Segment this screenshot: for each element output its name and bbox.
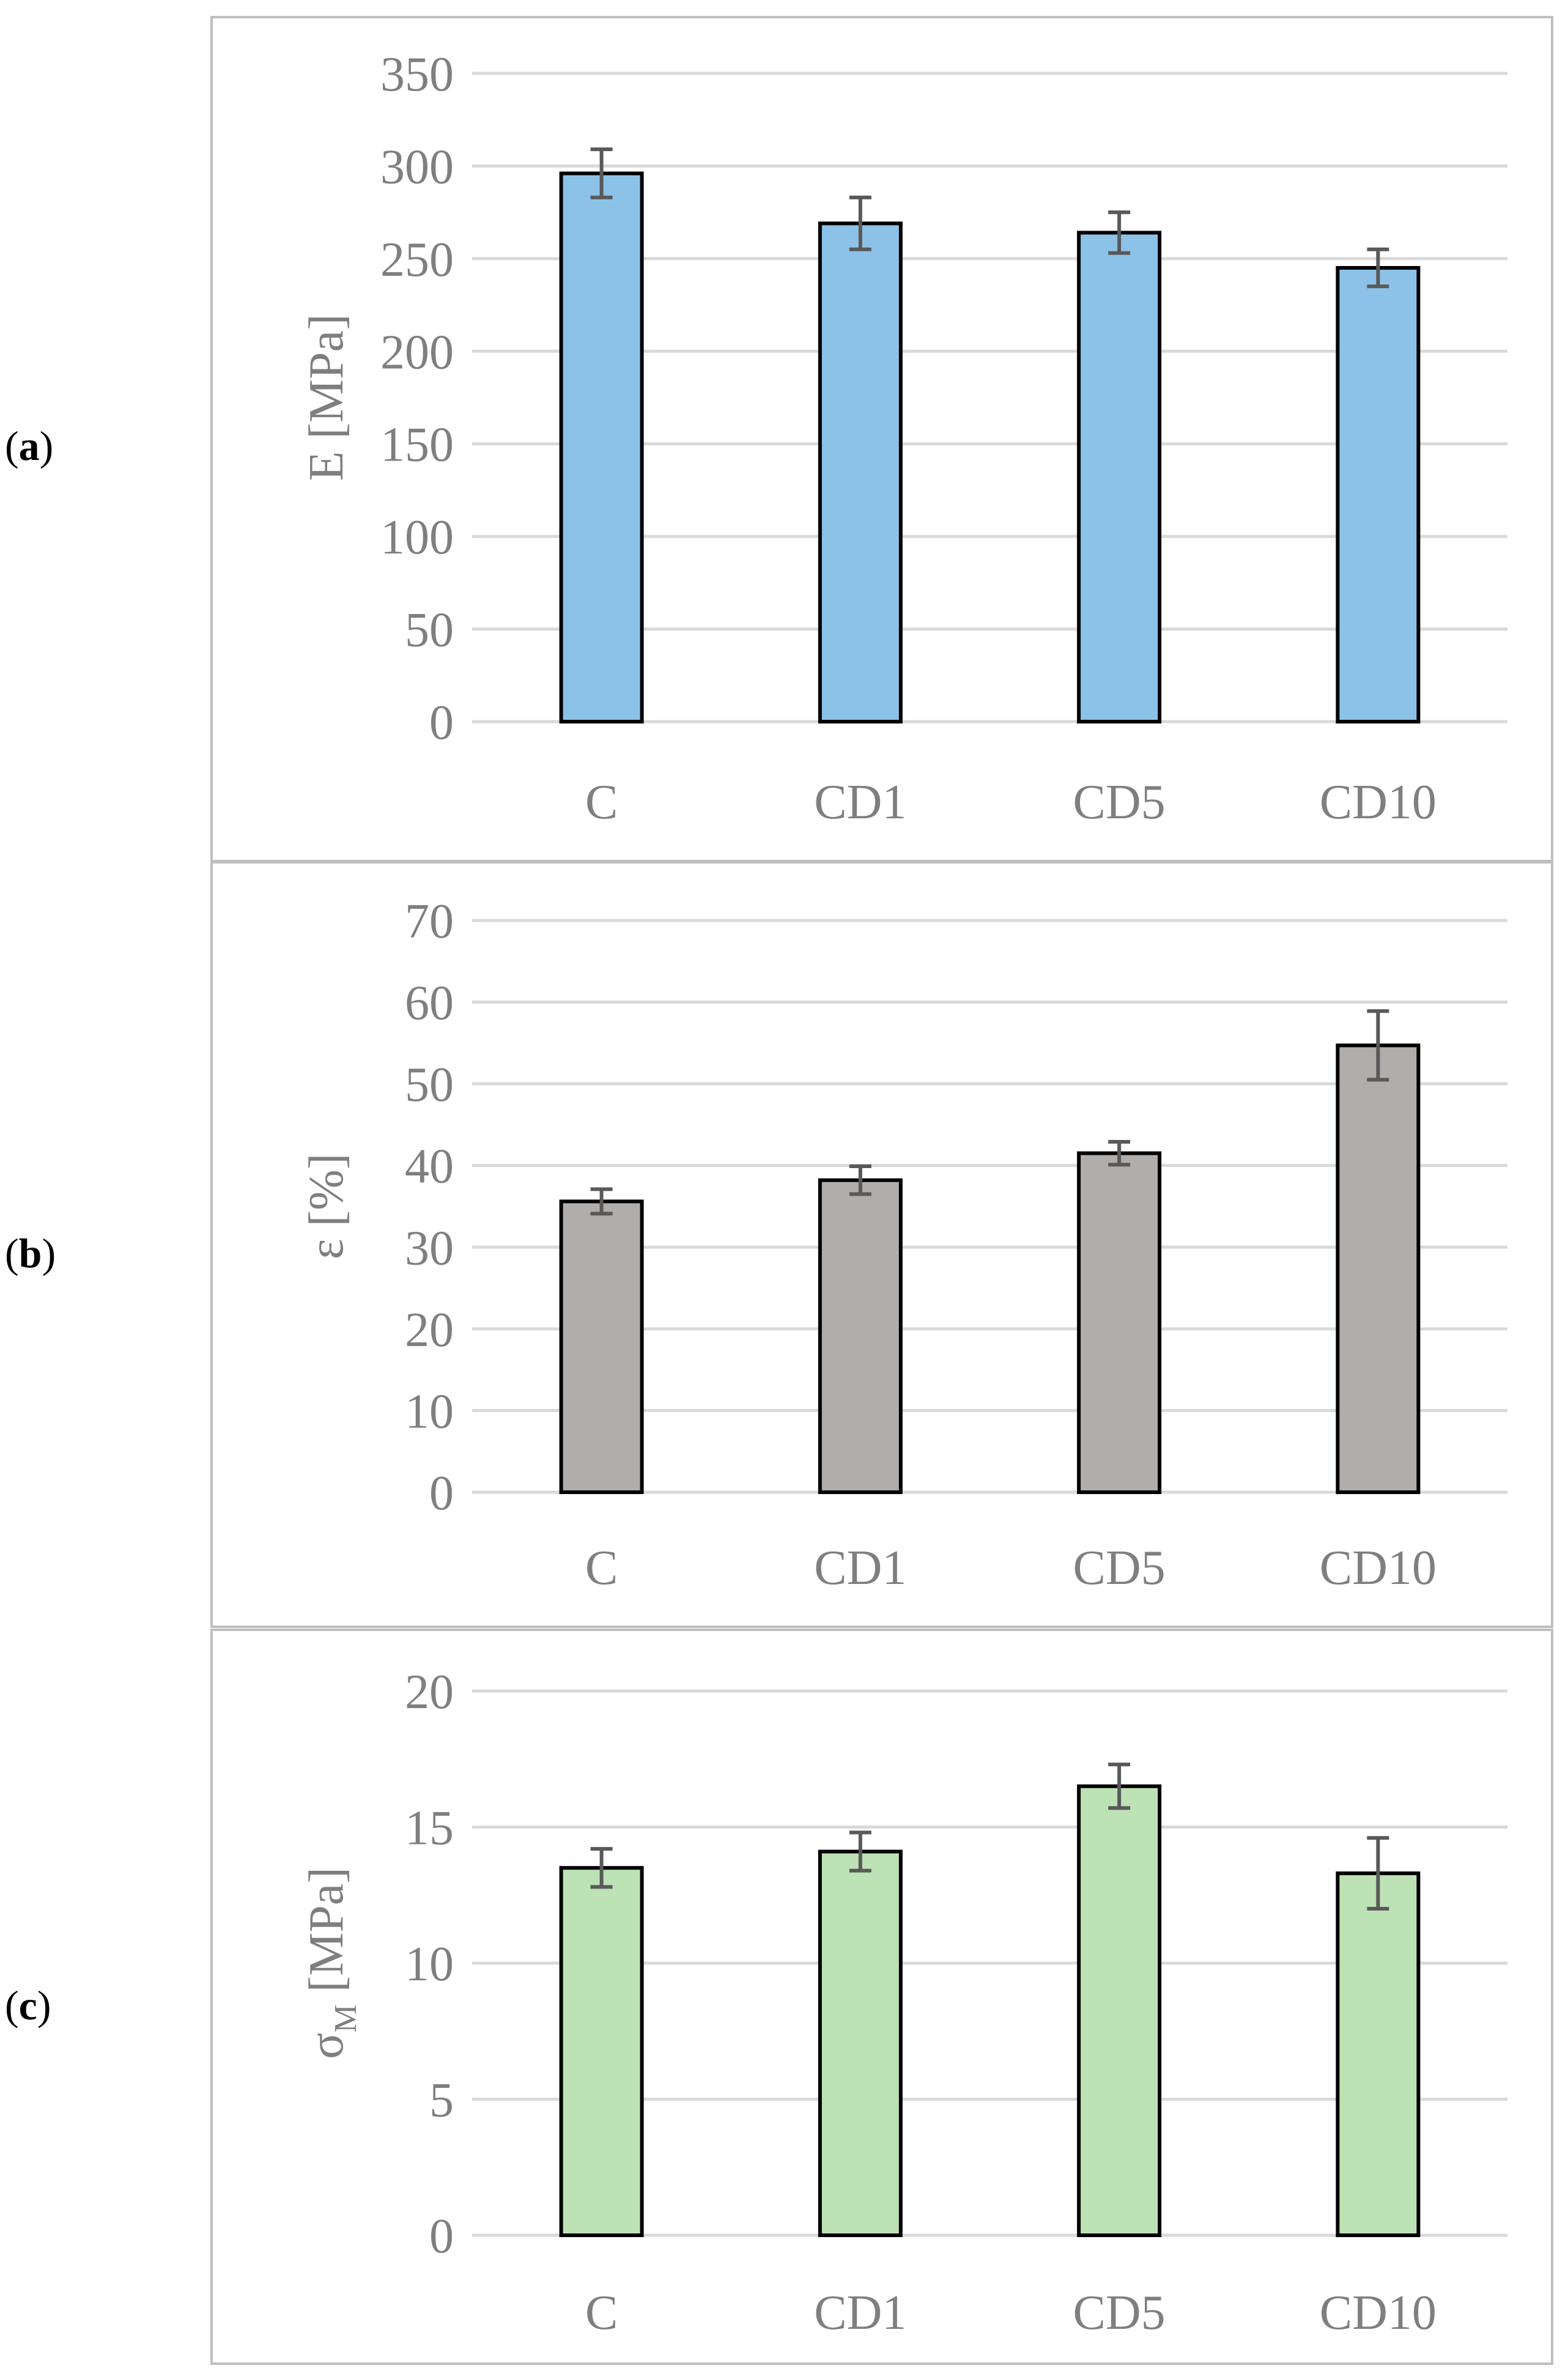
x-category-label: C — [585, 775, 618, 829]
error-bar-CD5 — [1108, 1139, 1131, 1167]
bar-CD1 — [818, 221, 903, 724]
panel-label-letter: c — [18, 1982, 37, 2029]
panel-label-close: ) — [37, 1982, 51, 2029]
y-axis-label-unit: [MPa] — [300, 1867, 353, 2004]
y-tick-label: 5 — [429, 2074, 454, 2128]
error-bar-CD10 — [1367, 1009, 1389, 1082]
y-axis-label-subscript: M — [328, 2005, 363, 2033]
bar-CD10 — [1336, 1871, 1421, 2237]
bar-CD5 — [1077, 1784, 1162, 2237]
x-category-label: CD1 — [814, 2286, 906, 2340]
error-bar-CD5 — [1108, 1763, 1131, 1810]
panel-label-c: (c) — [5, 1981, 51, 2030]
y-tick-label: 200 — [380, 325, 454, 379]
y-axis-label: ε [%] — [300, 1153, 353, 1260]
error-bar-CD1 — [849, 195, 871, 251]
bar-CD10 — [1336, 1043, 1421, 1494]
y-tick-label: 0 — [429, 2210, 454, 2263]
panel-label-open: ( — [5, 1230, 19, 1276]
y-tick-label: 150 — [380, 418, 454, 472]
chart-panel-c: 0 5 10 15 20 σM [MPa] C CD1 CD5 CD10 — [210, 1629, 1553, 2365]
panel-label-letter: a — [18, 423, 40, 469]
y-tick-label: 300 — [380, 140, 454, 194]
y-axis-label: E [MPa] — [300, 314, 353, 481]
y-tick-label: 250 — [380, 233, 454, 287]
y-tick-label: 10 — [405, 1937, 454, 1991]
y-tick-label: 0 — [429, 696, 454, 750]
y-axis-label-main: E [MPa] — [300, 314, 353, 481]
panel-label-open: ( — [5, 423, 19, 469]
error-bar-CD5 — [1108, 210, 1131, 255]
panel-label-close: ) — [42, 1230, 56, 1276]
y-tick-label: 15 — [405, 1802, 454, 1855]
y-tick-label: 60 — [405, 977, 454, 1030]
y-tick-label: 100 — [380, 511, 454, 564]
error-bar-CD10 — [1367, 247, 1389, 289]
y-tick-label: 20 — [405, 1303, 454, 1357]
y-tick-label: 30 — [405, 1221, 454, 1275]
y-tick-label: 50 — [405, 604, 454, 657]
panel-label-open: ( — [5, 1982, 19, 2029]
error-bar-C — [590, 1187, 613, 1216]
panel-label-close: ) — [39, 423, 54, 469]
y-tick-label: 40 — [405, 1140, 454, 1194]
bar-CD10 — [1336, 266, 1421, 723]
chart-frame — [210, 1629, 1553, 2365]
x-category-label: CD5 — [1073, 2286, 1166, 2340]
error-bar-CD1 — [849, 1830, 871, 1873]
chart-panel-a: 0 50 100 150 200 250 300 350 E [MPa] C CD1 CD5 CD10 — [210, 16, 1553, 862]
error-bar-CD10 — [1367, 1836, 1389, 1911]
bar-C — [559, 171, 644, 723]
error-bar-C — [590, 1847, 613, 1889]
y-tick-label: 50 — [405, 1058, 454, 1112]
x-category-label: C — [585, 2286, 618, 2340]
y-axis-label-main: ε [%] — [300, 1153, 353, 1260]
bar-CD5 — [1077, 1151, 1162, 1494]
panel-label-letter: b — [18, 1230, 42, 1276]
chart-frame — [210, 861, 1553, 1628]
y-tick-label: 350 — [380, 48, 454, 102]
x-category-label: CD5 — [1073, 775, 1166, 829]
bar-C — [559, 1199, 644, 1494]
y-tick-label: 70 — [405, 895, 454, 949]
panel-label-a: (a) — [5, 422, 53, 470]
bar-C — [559, 1866, 644, 2237]
chart-panel-b: 0 10 20 30 40 50 60 70 ε [%] C CD1 CD5 CD10 — [210, 861, 1553, 1628]
y-axis-label-main: σ — [300, 2033, 353, 2059]
error-bar-CD1 — [849, 1164, 871, 1196]
bar-CD1 — [818, 1849, 903, 2238]
x-category-label: CD1 — [814, 775, 906, 829]
x-category-label: C — [585, 1541, 618, 1595]
y-tick-label: 20 — [405, 1665, 454, 1719]
x-category-label: CD1 — [814, 1541, 906, 1595]
error-bar-C — [590, 147, 613, 199]
y-axis-label: σM [MPa] — [300, 1867, 363, 2059]
x-category-label: CD10 — [1320, 775, 1437, 829]
x-category-label: CD5 — [1073, 1541, 1166, 1595]
y-tick-label: 10 — [405, 1385, 454, 1438]
x-category-label: CD10 — [1320, 1541, 1437, 1595]
y-tick-label: 0 — [429, 1467, 454, 1520]
bar-CD5 — [1077, 231, 1162, 723]
panel-label-b: (b) — [5, 1229, 56, 1278]
x-category-label: CD10 — [1320, 2286, 1437, 2340]
bar-CD1 — [818, 1178, 903, 1495]
